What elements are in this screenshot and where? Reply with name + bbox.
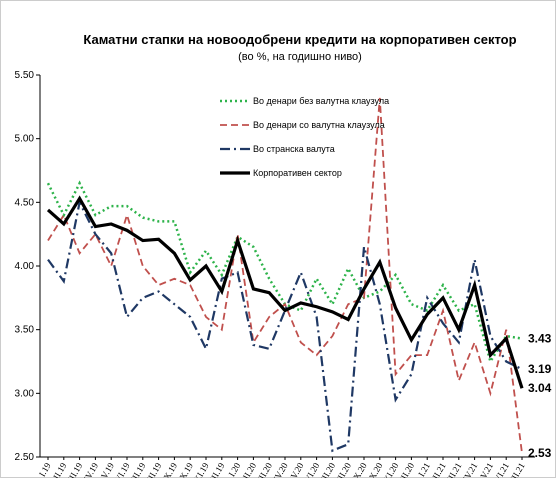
y-tick-label: 2.50	[15, 452, 35, 463]
value-label: 2.53	[528, 446, 552, 460]
legend-label: Во странска валута	[253, 144, 335, 154]
legend-label: Во денари без валутна клаузула	[253, 96, 389, 106]
y-tick-label: 5.50	[15, 70, 35, 81]
series-line	[47, 97, 523, 454]
chart-title: Каматни стапки на новоодобрени кредити н…	[83, 32, 516, 47]
series-line	[47, 198, 523, 453]
value-label: 3.43	[528, 332, 552, 346]
y-tick-label: 3.50	[15, 325, 35, 336]
y-tick-label: 4.00	[15, 261, 35, 272]
chart-subtitle: (во %, на годишно ниво)	[238, 51, 362, 63]
value-label: 3.04	[528, 381, 552, 395]
y-tick-label: 3.00	[15, 388, 35, 399]
legend-label: Корпоративен сектор	[253, 168, 342, 178]
y-tick-label: 5.00	[15, 134, 35, 145]
y-tick-label: 4.50	[15, 197, 35, 208]
legend-label: Во денари со валутна клаузула	[253, 120, 385, 130]
value-label: 3.19	[528, 362, 552, 376]
series-line	[46, 195, 524, 389]
